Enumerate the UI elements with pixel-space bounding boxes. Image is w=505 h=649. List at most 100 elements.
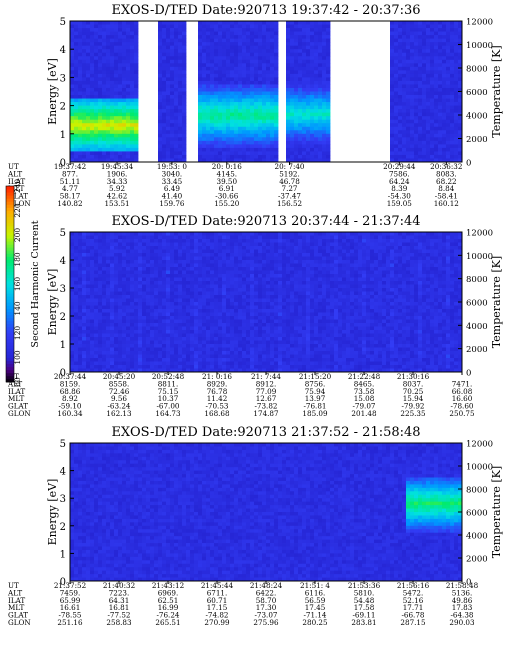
- spectrogram-cell: [194, 333, 199, 338]
- spectrogram-cell: [222, 137, 227, 142]
- spectrogram-cell: [162, 263, 167, 268]
- spectrogram-cell: [170, 95, 175, 99]
- spectrogram-cell: [106, 284, 111, 289]
- spectrogram-cell: [198, 130, 203, 135]
- spectrogram-cell: [90, 312, 95, 317]
- spectrogram-cell: [450, 137, 455, 142]
- spectrogram-cell: [294, 133, 299, 138]
- spectrogram-cell: [158, 91, 163, 96]
- spectrogram-cell: [142, 249, 147, 254]
- spectrogram-cell: [246, 112, 251, 117]
- spectrogram-cell: [242, 154, 247, 159]
- spectrogram-cell: [246, 242, 251, 247]
- spectrogram-cell: [394, 105, 399, 110]
- spectrogram-cell: [202, 116, 207, 121]
- spectrogram-cell: [182, 333, 187, 338]
- spectrogram-cell: [202, 288, 207, 292]
- spectrogram-cell: [434, 63, 439, 68]
- spectrogram-cell: [406, 24, 411, 29]
- spectrogram-cell: [318, 66, 323, 71]
- spectrogram-cell: [182, 347, 187, 352]
- spectrogram-cell: [166, 281, 171, 285]
- spectrogram-cell: [322, 73, 327, 78]
- spectrogram-cell: [86, 340, 91, 345]
- spectrogram-cell: [254, 274, 259, 278]
- spectrogram-cell: [86, 263, 91, 268]
- spectrogram-cell: [230, 137, 235, 142]
- spectrogram-cell: [286, 147, 291, 152]
- spectrogram-cell: [326, 59, 331, 64]
- spectrogram-cell: [126, 21, 131, 25]
- spectrogram-cell: [110, 63, 115, 68]
- spectrogram-cell: [202, 140, 207, 145]
- spectrogram-cell: [186, 344, 191, 348]
- spectrogram-cell: [182, 253, 187, 257]
- spectrogram-cell: [218, 63, 223, 68]
- spectrogram-cell: [106, 323, 111, 327]
- spectrogram-cell: [246, 63, 251, 68]
- spectrogram-cell: [238, 63, 243, 68]
- spectrogram-cell: [406, 133, 411, 138]
- spectrogram-cell: [258, 80, 263, 85]
- spectrogram-cell: [402, 133, 407, 138]
- spectrogram-cell: [250, 28, 255, 32]
- spectrogram-cell: [446, 140, 451, 145]
- spectrogram-cell: [242, 144, 247, 149]
- spectrogram-cell: [274, 21, 279, 25]
- spectrogram-cell: [226, 147, 231, 152]
- spectrogram-cell: [414, 112, 419, 117]
- spectrogram-cell: [78, 242, 83, 247]
- spectrogram-cell: [214, 144, 219, 149]
- spectrogram-cell: [430, 147, 435, 152]
- spectrogram-cell: [106, 267, 111, 271]
- spectrogram-cell: [258, 151, 263, 156]
- spectrogram-cell: [246, 316, 251, 320]
- spectrogram-cell: [410, 31, 415, 36]
- spectrogram-cell: [78, 323, 83, 327]
- spectrogram-cell: [206, 126, 211, 131]
- spectrogram-cell: [458, 147, 463, 152]
- spectrogram-cell: [250, 56, 255, 61]
- spectrogram-cell: [90, 340, 95, 345]
- spectrogram-cell: [322, 70, 327, 75]
- spectrogram-cell: [454, 87, 459, 92]
- spectrogram-cell: [198, 344, 203, 348]
- spectrogram-cell: [398, 87, 403, 92]
- spectrogram-cell: [114, 109, 119, 114]
- spectrogram-cell: [170, 284, 175, 289]
- spectrogram-cell: [106, 235, 111, 240]
- spectrogram-cell: [390, 63, 395, 68]
- spectrogram-cell: [298, 91, 303, 96]
- spectrogram-cell: [274, 28, 279, 32]
- spectrogram-cell: [234, 109, 239, 114]
- spectrogram-cell: [70, 123, 75, 128]
- spectrogram-cell: [250, 63, 255, 68]
- spectrogram-cell: [226, 151, 231, 156]
- spectrogram-cell: [158, 277, 163, 282]
- spectrogram-cell: [170, 144, 175, 149]
- spectrogram-cell: [294, 137, 299, 142]
- spectrogram-cell: [322, 63, 327, 68]
- spectrogram-cell: [86, 52, 91, 57]
- spectrogram-cell: [106, 337, 111, 341]
- spectrogram-cell: [74, 38, 79, 43]
- spectrogram-cell: [446, 87, 451, 92]
- spectrogram-cell: [110, 309, 115, 313]
- spectrogram-cell: [130, 73, 135, 78]
- spectrogram-cell: [406, 63, 411, 68]
- spectrogram-cell: [434, 123, 439, 128]
- spectrogram-cell: [202, 45, 207, 50]
- spectrogram-cell: [226, 42, 231, 47]
- spectrogram-cell: [82, 344, 87, 348]
- spectrogram-cell: [214, 24, 219, 29]
- spectrogram-cell: [390, 45, 395, 50]
- spectrogram-cell: [258, 235, 263, 240]
- spectrogram-cell: [162, 347, 167, 352]
- spectrogram-cell: [414, 130, 419, 135]
- spectrogram-cell: [238, 49, 243, 54]
- spectrogram-cell: [118, 323, 123, 327]
- spectrogram-cell: [130, 239, 135, 243]
- spectrogram-cell: [174, 242, 179, 247]
- spectrogram-cell: [194, 309, 199, 313]
- spectrogram-cell: [390, 80, 395, 85]
